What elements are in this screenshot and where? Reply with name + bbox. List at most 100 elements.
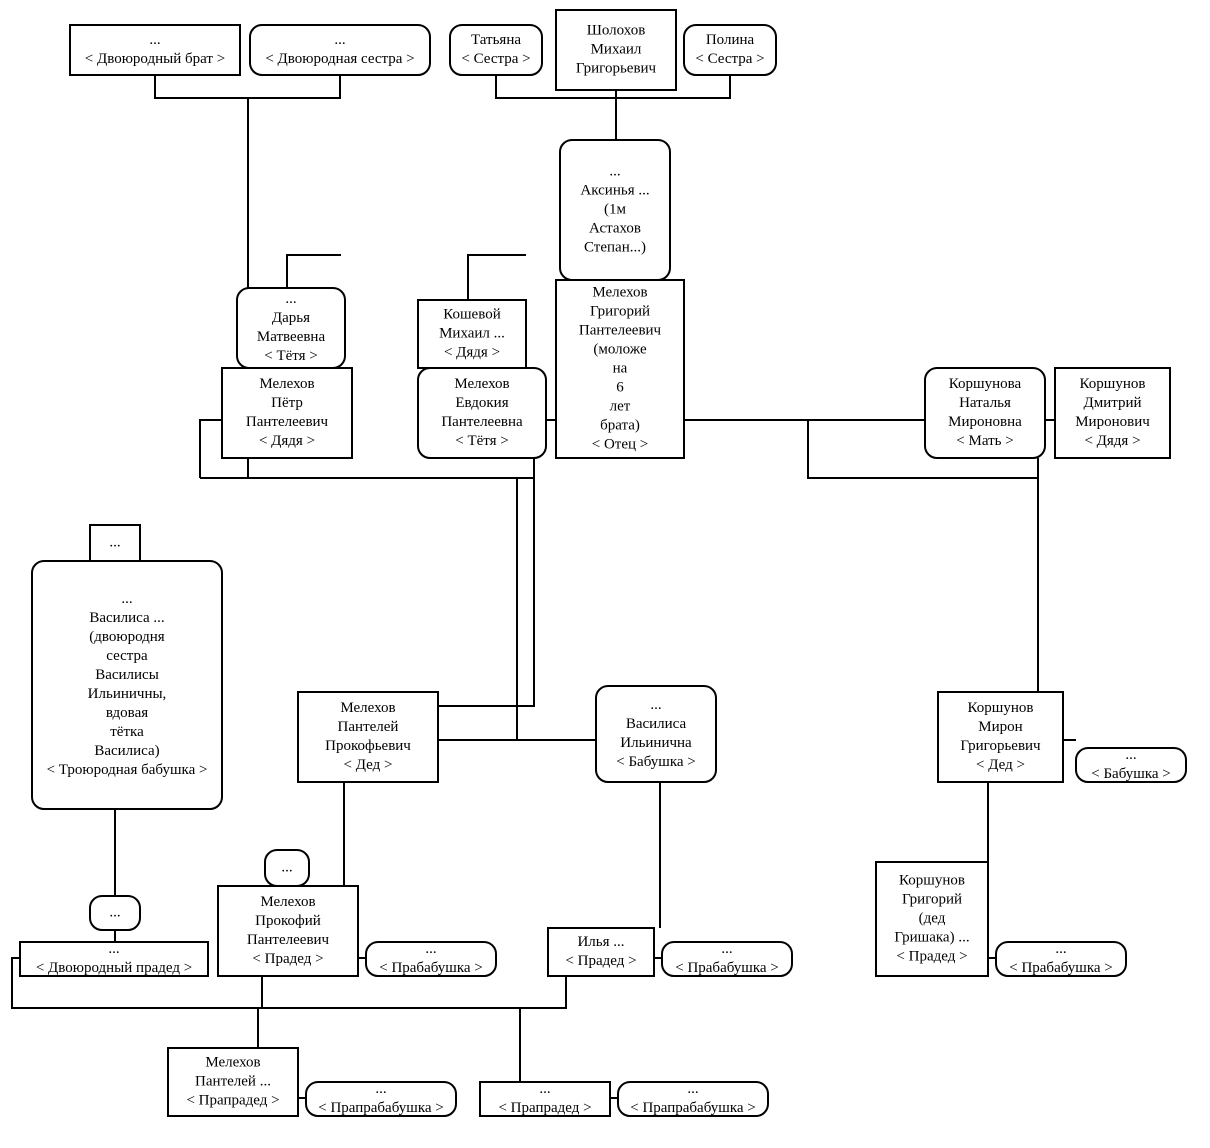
node-sholokhov: ШолоховМихаилГригорьевич	[556, 10, 676, 90]
node-label: брата)	[600, 418, 640, 434]
node-label: Кошевой	[443, 307, 500, 323]
node-label: Коршунова	[949, 376, 1022, 392]
node-label: < Прадед >	[252, 951, 323, 967]
node-dmitry: КоршуновДмитрийМиронович< Дядя >	[1055, 368, 1170, 458]
node-label: (дед	[919, 911, 946, 927]
node-prababushka3: ...< Прабабушка >	[996, 941, 1126, 976]
node-label: Степан...)	[584, 240, 646, 256]
family-tree-diagram: ...< Двоюродный брат >...< Двоюродная се…	[0, 0, 1210, 1148]
node-label: ...	[609, 164, 620, 180]
node-vasilisa_dot: ...	[90, 525, 140, 561]
node-evdokia: Мелехов Евдокия Пантелеевна < Тётя >	[418, 368, 546, 458]
node-label: ...	[121, 591, 132, 607]
node-label: Мироновна	[948, 414, 1022, 430]
node-label: < Бабушка >	[1091, 766, 1171, 782]
node-label: < Прапрабабушка >	[318, 1100, 444, 1116]
node-label: Мелехов	[340, 700, 395, 716]
node-label: Григорий	[902, 892, 962, 908]
node-label: Мелехов	[259, 376, 314, 392]
node-label: < Тётя >	[455, 433, 509, 449]
node-label: Ильинична	[620, 735, 692, 751]
node-label: ...	[721, 941, 732, 957]
node-label: < Отец >	[592, 437, 649, 453]
node-grishaka: КоршуновГригорий(дедГришака) ...< Прадед…	[876, 862, 988, 976]
node-label: на	[613, 361, 628, 377]
node-label: (моложе	[593, 342, 647, 358]
node-label: Евдокия	[455, 395, 508, 411]
node-label: Полина	[706, 32, 755, 48]
node-label: Григорий	[590, 304, 650, 320]
node-natalya: Коршунова Наталья Мироновна < Мать >	[925, 368, 1045, 458]
node-label: < Прабабушка >	[379, 960, 483, 976]
node-label: 6	[616, 380, 624, 396]
node-label: < Сестра >	[695, 51, 764, 67]
node-label: Матвеевна	[257, 329, 326, 345]
node-aksinya: ...Аксинья ...(1мАстаховСтепан...)	[560, 140, 670, 280]
node-label: Ильиничны,	[88, 686, 167, 702]
node-label: < Сестра >	[461, 51, 530, 67]
node-prokofy_dot: ...	[265, 850, 309, 886]
node-label: < Двоюродный прадед >	[36, 960, 192, 976]
node-label: Прокофьевич	[325, 738, 411, 754]
node-koshevoy: КошевойМихаил ...< Дядя >	[418, 300, 526, 368]
node-cousin_f: ...< Двоюродная сестра >	[250, 25, 430, 75]
node-label: ...	[425, 941, 436, 957]
node-label: < Прадед >	[896, 949, 967, 965]
node-label: < Бабушка >	[616, 754, 696, 770]
node-dvoyur_praded: ... < Двоюродный прадед >	[20, 941, 208, 976]
node-darya: ...ДарьяМатвеевна< Тётя >	[237, 288, 345, 368]
node-cousin_m: ...< Двоюродный брат >	[70, 25, 240, 75]
node-vasilisa_il: ...ВасилисаИльинична< Бабушка >	[596, 686, 716, 782]
node-label: Мелехов	[454, 376, 509, 392]
node-label: Шолохов	[587, 23, 646, 39]
node-label: < Дед >	[976, 757, 1025, 773]
node-label: < Дядя >	[259, 433, 315, 449]
node-label: Василиса ...	[89, 610, 164, 626]
node-label: < Двоюродный брат >	[85, 51, 225, 67]
node-pantelei: МелеховПантелейПрокофьевич< Дед >	[298, 692, 438, 782]
node-label: Миронович	[1075, 414, 1150, 430]
node-label: ...	[687, 1081, 698, 1097]
node-petr: МелеховПётрПантелеевич< Дядя >	[222, 368, 352, 458]
node-polina: Полина < Сестра >	[684, 25, 776, 75]
node-label: Мелехов	[592, 285, 647, 301]
node-label: ...	[375, 1081, 386, 1097]
node-praprabab2: ...< Прапрабабушка >	[618, 1081, 768, 1116]
node-label: Аксинья ...	[580, 183, 649, 199]
node-dvoyur_praded_dot: ...	[90, 896, 140, 930]
node-label: Наталья	[959, 395, 1011, 411]
node-label: сестра	[106, 648, 148, 664]
node-label: Мелехов	[205, 1055, 260, 1071]
node-label: ...	[539, 1081, 550, 1097]
node-babushka_r: ... < Бабушка >	[1076, 747, 1186, 782]
node-label: Пётр	[271, 395, 303, 411]
node-label: лет	[610, 399, 631, 415]
node-label: Дарья	[272, 310, 310, 326]
node-grigory: МелеховГригорийПантелеевич(моложена6летб…	[556, 280, 684, 458]
node-label: Мелехов	[260, 894, 315, 910]
node-label: < Мать >	[956, 433, 1013, 449]
node-label: ...	[108, 941, 119, 957]
node-label: Василиса)	[94, 743, 159, 759]
node-label: вдовая	[106, 705, 148, 721]
node-label: Дмитрий	[1083, 395, 1141, 411]
node-label: < Прабабушка >	[675, 960, 779, 976]
node-label: ...	[281, 860, 292, 876]
node-label: < Дядя >	[1084, 433, 1140, 449]
node-label: Григорьевич	[576, 61, 657, 77]
node-label: < Двоюродная сестра >	[265, 51, 414, 67]
node-label: < Прапрадед >	[498, 1100, 591, 1116]
node-label: Пантелей ...	[195, 1074, 271, 1090]
node-label: Пантелеевна	[441, 414, 523, 430]
node-miron: КоршуновМиронГригорьевич< Дед >	[938, 692, 1063, 782]
node-tatyana: Татьяна< Сестра >	[450, 25, 542, 75]
node-praprabab1: ... < Прапрабабушка >	[306, 1081, 456, 1116]
node-label: Коршунов	[968, 700, 1034, 716]
node-ilya: Илья ...< Прадед >	[548, 928, 654, 976]
node-label: Илья ...	[577, 934, 624, 950]
node-label: ...	[1125, 747, 1136, 763]
node-pantelei2: МелеховПантелей ...< Прапрадед >	[168, 1048, 298, 1116]
node-label: Григорьевич	[960, 738, 1041, 754]
node-label: < Прабабушка >	[1009, 960, 1113, 976]
node-label: (двоюродня	[89, 629, 165, 645]
